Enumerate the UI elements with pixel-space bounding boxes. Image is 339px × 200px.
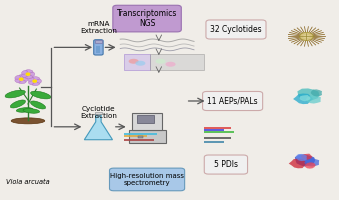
Ellipse shape bbox=[23, 109, 40, 113]
Ellipse shape bbox=[135, 61, 145, 66]
FancyBboxPatch shape bbox=[94, 40, 103, 55]
Polygon shape bbox=[301, 154, 312, 160]
Ellipse shape bbox=[22, 74, 27, 78]
Ellipse shape bbox=[30, 72, 35, 76]
Ellipse shape bbox=[128, 59, 139, 64]
Ellipse shape bbox=[26, 76, 33, 79]
Polygon shape bbox=[293, 93, 313, 104]
FancyBboxPatch shape bbox=[203, 91, 263, 111]
Ellipse shape bbox=[19, 81, 26, 84]
Ellipse shape bbox=[165, 62, 176, 67]
Bar bbox=[124, 139, 154, 141]
Bar bbox=[95, 112, 102, 114]
Bar bbox=[124, 133, 157, 135]
FancyBboxPatch shape bbox=[109, 168, 185, 191]
Ellipse shape bbox=[37, 79, 41, 83]
Bar bbox=[204, 127, 231, 129]
Polygon shape bbox=[289, 158, 307, 168]
Ellipse shape bbox=[10, 100, 25, 108]
Text: mRNA
Extraction: mRNA Extraction bbox=[80, 21, 117, 34]
Ellipse shape bbox=[22, 70, 27, 74]
Bar bbox=[132, 113, 162, 130]
Ellipse shape bbox=[28, 77, 34, 81]
Ellipse shape bbox=[31, 91, 51, 99]
Polygon shape bbox=[151, 54, 204, 70]
Polygon shape bbox=[124, 54, 151, 70]
Text: 11 AEPs/PALs: 11 AEPs/PALs bbox=[207, 96, 258, 105]
Bar bbox=[204, 141, 224, 143]
Bar bbox=[204, 129, 224, 131]
Circle shape bbox=[20, 78, 23, 80]
Bar bbox=[137, 115, 155, 123]
Text: Cyclotide
Extraction: Cyclotide Extraction bbox=[80, 106, 117, 119]
Polygon shape bbox=[84, 114, 113, 140]
Polygon shape bbox=[304, 158, 319, 167]
Text: Viola arcuata: Viola arcuata bbox=[6, 179, 50, 185]
Ellipse shape bbox=[5, 90, 25, 98]
Ellipse shape bbox=[33, 77, 40, 80]
FancyBboxPatch shape bbox=[206, 20, 266, 39]
Polygon shape bbox=[305, 162, 316, 169]
Bar bbox=[204, 131, 234, 133]
Polygon shape bbox=[296, 154, 307, 161]
Text: 32 Cyclotides: 32 Cyclotides bbox=[210, 25, 262, 34]
Bar bbox=[95, 40, 102, 43]
Circle shape bbox=[26, 73, 29, 75]
Polygon shape bbox=[295, 154, 315, 167]
Text: High-resolution mass
spectrometry: High-resolution mass spectrometry bbox=[110, 173, 184, 186]
Bar bbox=[128, 130, 165, 143]
Ellipse shape bbox=[23, 77, 28, 81]
Bar bbox=[96, 46, 100, 53]
Text: Transcriptomics
NGS: Transcriptomics NGS bbox=[117, 9, 177, 28]
Ellipse shape bbox=[19, 75, 26, 78]
Ellipse shape bbox=[156, 59, 165, 64]
FancyBboxPatch shape bbox=[204, 155, 247, 174]
Ellipse shape bbox=[31, 101, 45, 109]
Ellipse shape bbox=[15, 79, 21, 83]
Text: 5 PDIs: 5 PDIs bbox=[214, 160, 238, 169]
Polygon shape bbox=[306, 95, 321, 104]
Ellipse shape bbox=[33, 83, 40, 86]
Circle shape bbox=[33, 80, 36, 82]
Bar bbox=[124, 135, 147, 137]
Bar bbox=[138, 136, 143, 138]
Ellipse shape bbox=[11, 118, 45, 124]
Polygon shape bbox=[299, 95, 311, 101]
Bar bbox=[204, 137, 231, 139]
FancyBboxPatch shape bbox=[113, 5, 181, 32]
Polygon shape bbox=[297, 88, 319, 102]
Ellipse shape bbox=[15, 75, 21, 79]
Ellipse shape bbox=[26, 70, 33, 73]
Ellipse shape bbox=[28, 81, 34, 85]
Polygon shape bbox=[311, 89, 322, 97]
Circle shape bbox=[300, 32, 313, 40]
Ellipse shape bbox=[16, 108, 33, 112]
